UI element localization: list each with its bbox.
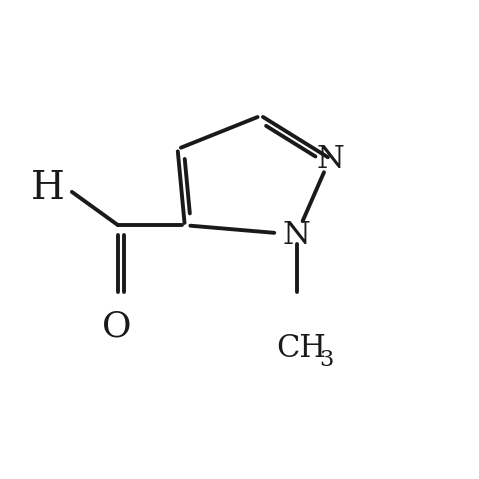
Text: N: N bbox=[316, 144, 344, 175]
Text: O: O bbox=[103, 309, 132, 343]
Text: N: N bbox=[283, 220, 310, 251]
Text: H: H bbox=[31, 170, 65, 206]
Text: 3: 3 bbox=[319, 349, 334, 371]
Text: CH: CH bbox=[276, 332, 326, 364]
